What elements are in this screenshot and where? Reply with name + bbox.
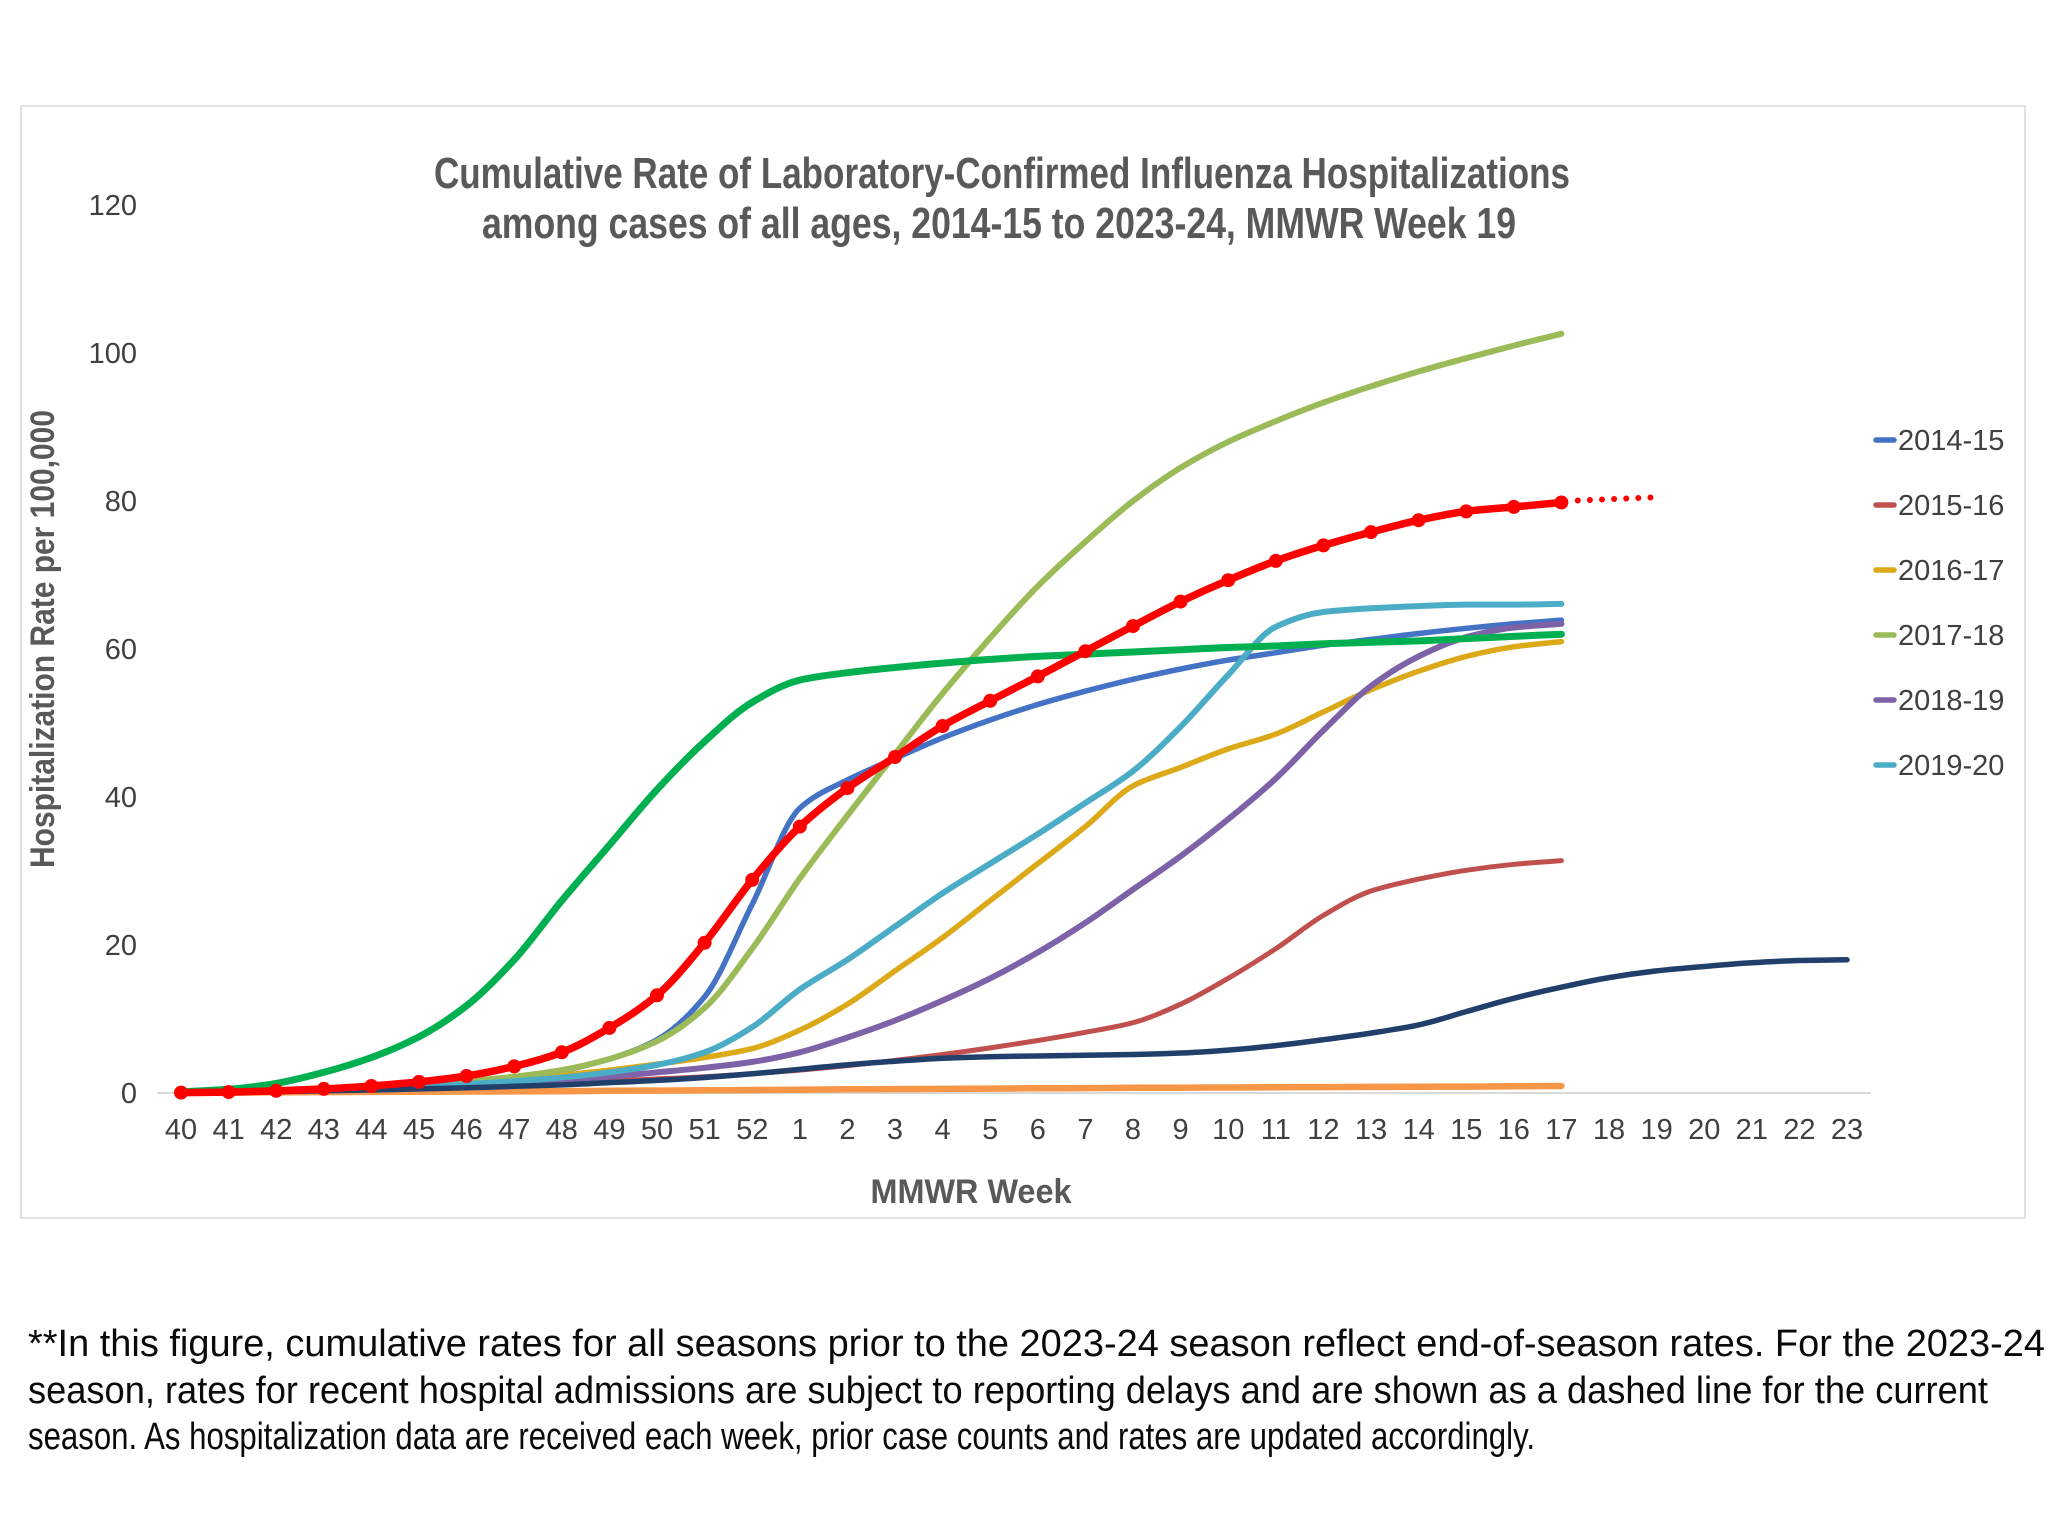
- svg-text:13: 13: [1355, 1114, 1387, 1146]
- svg-text:47: 47: [498, 1114, 530, 1146]
- svg-text:2: 2: [839, 1114, 855, 1146]
- svg-text:2018-19: 2018-19: [1898, 685, 2004, 717]
- svg-text:Hospitalization Rate per 100,0: Hospitalization Rate per 100,000: [24, 410, 62, 868]
- svg-text:8: 8: [1125, 1114, 1141, 1146]
- svg-text:60: 60: [105, 634, 137, 666]
- svg-text:44: 44: [355, 1114, 387, 1146]
- svg-text:52: 52: [736, 1114, 768, 1146]
- svg-text:80: 80: [105, 486, 137, 518]
- svg-text:14: 14: [1402, 1114, 1434, 1146]
- svg-text:21: 21: [1736, 1114, 1768, 1146]
- svg-text:42: 42: [260, 1114, 292, 1146]
- svg-text:40: 40: [165, 1114, 197, 1146]
- svg-text:49: 49: [593, 1114, 625, 1146]
- svg-text:0: 0: [121, 1078, 137, 1110]
- svg-text:51: 51: [688, 1114, 720, 1146]
- svg-text:100: 100: [89, 338, 137, 370]
- svg-text:16: 16: [1498, 1114, 1530, 1146]
- svg-text:48: 48: [546, 1114, 578, 1146]
- svg-text:MMWR Week: MMWR Week: [871, 1173, 1072, 1211]
- svg-text:2014-15: 2014-15: [1898, 425, 2004, 457]
- svg-text:18: 18: [1593, 1114, 1625, 1146]
- svg-text:40: 40: [105, 782, 137, 814]
- svg-text:45: 45: [403, 1114, 435, 1146]
- svg-text:19: 19: [1640, 1114, 1672, 1146]
- svg-text:1: 1: [792, 1114, 808, 1146]
- svg-text:43: 43: [308, 1114, 340, 1146]
- svg-text:9: 9: [1173, 1114, 1189, 1146]
- svg-text:2019-20: 2019-20: [1898, 750, 2004, 782]
- svg-text:5: 5: [982, 1114, 998, 1146]
- svg-text:17: 17: [1545, 1114, 1577, 1146]
- svg-text:3: 3: [887, 1114, 903, 1146]
- svg-text:2016-17: 2016-17: [1898, 555, 2004, 587]
- svg-text:7: 7: [1077, 1114, 1093, 1146]
- svg-text:6: 6: [1030, 1114, 1046, 1146]
- svg-text:50: 50: [641, 1114, 673, 1146]
- svg-text:11: 11: [1261, 1114, 1291, 1146]
- svg-text:season. As hospitalization dat: season. As hospitalization data are rece…: [28, 1416, 1535, 1458]
- svg-text:120: 120: [89, 190, 137, 222]
- svg-text:2017-18: 2017-18: [1898, 620, 2004, 652]
- svg-text:2015-16: 2015-16: [1898, 490, 2004, 522]
- svg-text:among cases of all ages, 2014-: among cases of all ages, 2014-15 to 2023…: [482, 199, 1516, 248]
- svg-text:46: 46: [450, 1114, 482, 1146]
- svg-text:20: 20: [1688, 1114, 1720, 1146]
- svg-text:10: 10: [1212, 1114, 1244, 1146]
- svg-text:**In this figure, cumulative r: **In this figure, cumulative rates for a…: [28, 1323, 2045, 1365]
- svg-text:22: 22: [1783, 1114, 1815, 1146]
- svg-text:12: 12: [1307, 1114, 1339, 1146]
- svg-text:Cumulative Rate of Laboratory-: Cumulative Rate of Laboratory-Confirmed …: [434, 149, 1570, 198]
- svg-text:20: 20: [105, 930, 137, 962]
- svg-text:season, rates for recent hospi: season, rates for recent hospital admiss…: [28, 1370, 1988, 1412]
- svg-text:23: 23: [1831, 1114, 1863, 1146]
- svg-text:41: 41: [212, 1114, 244, 1146]
- svg-text:4: 4: [935, 1114, 951, 1146]
- svg-text:15: 15: [1450, 1114, 1482, 1146]
